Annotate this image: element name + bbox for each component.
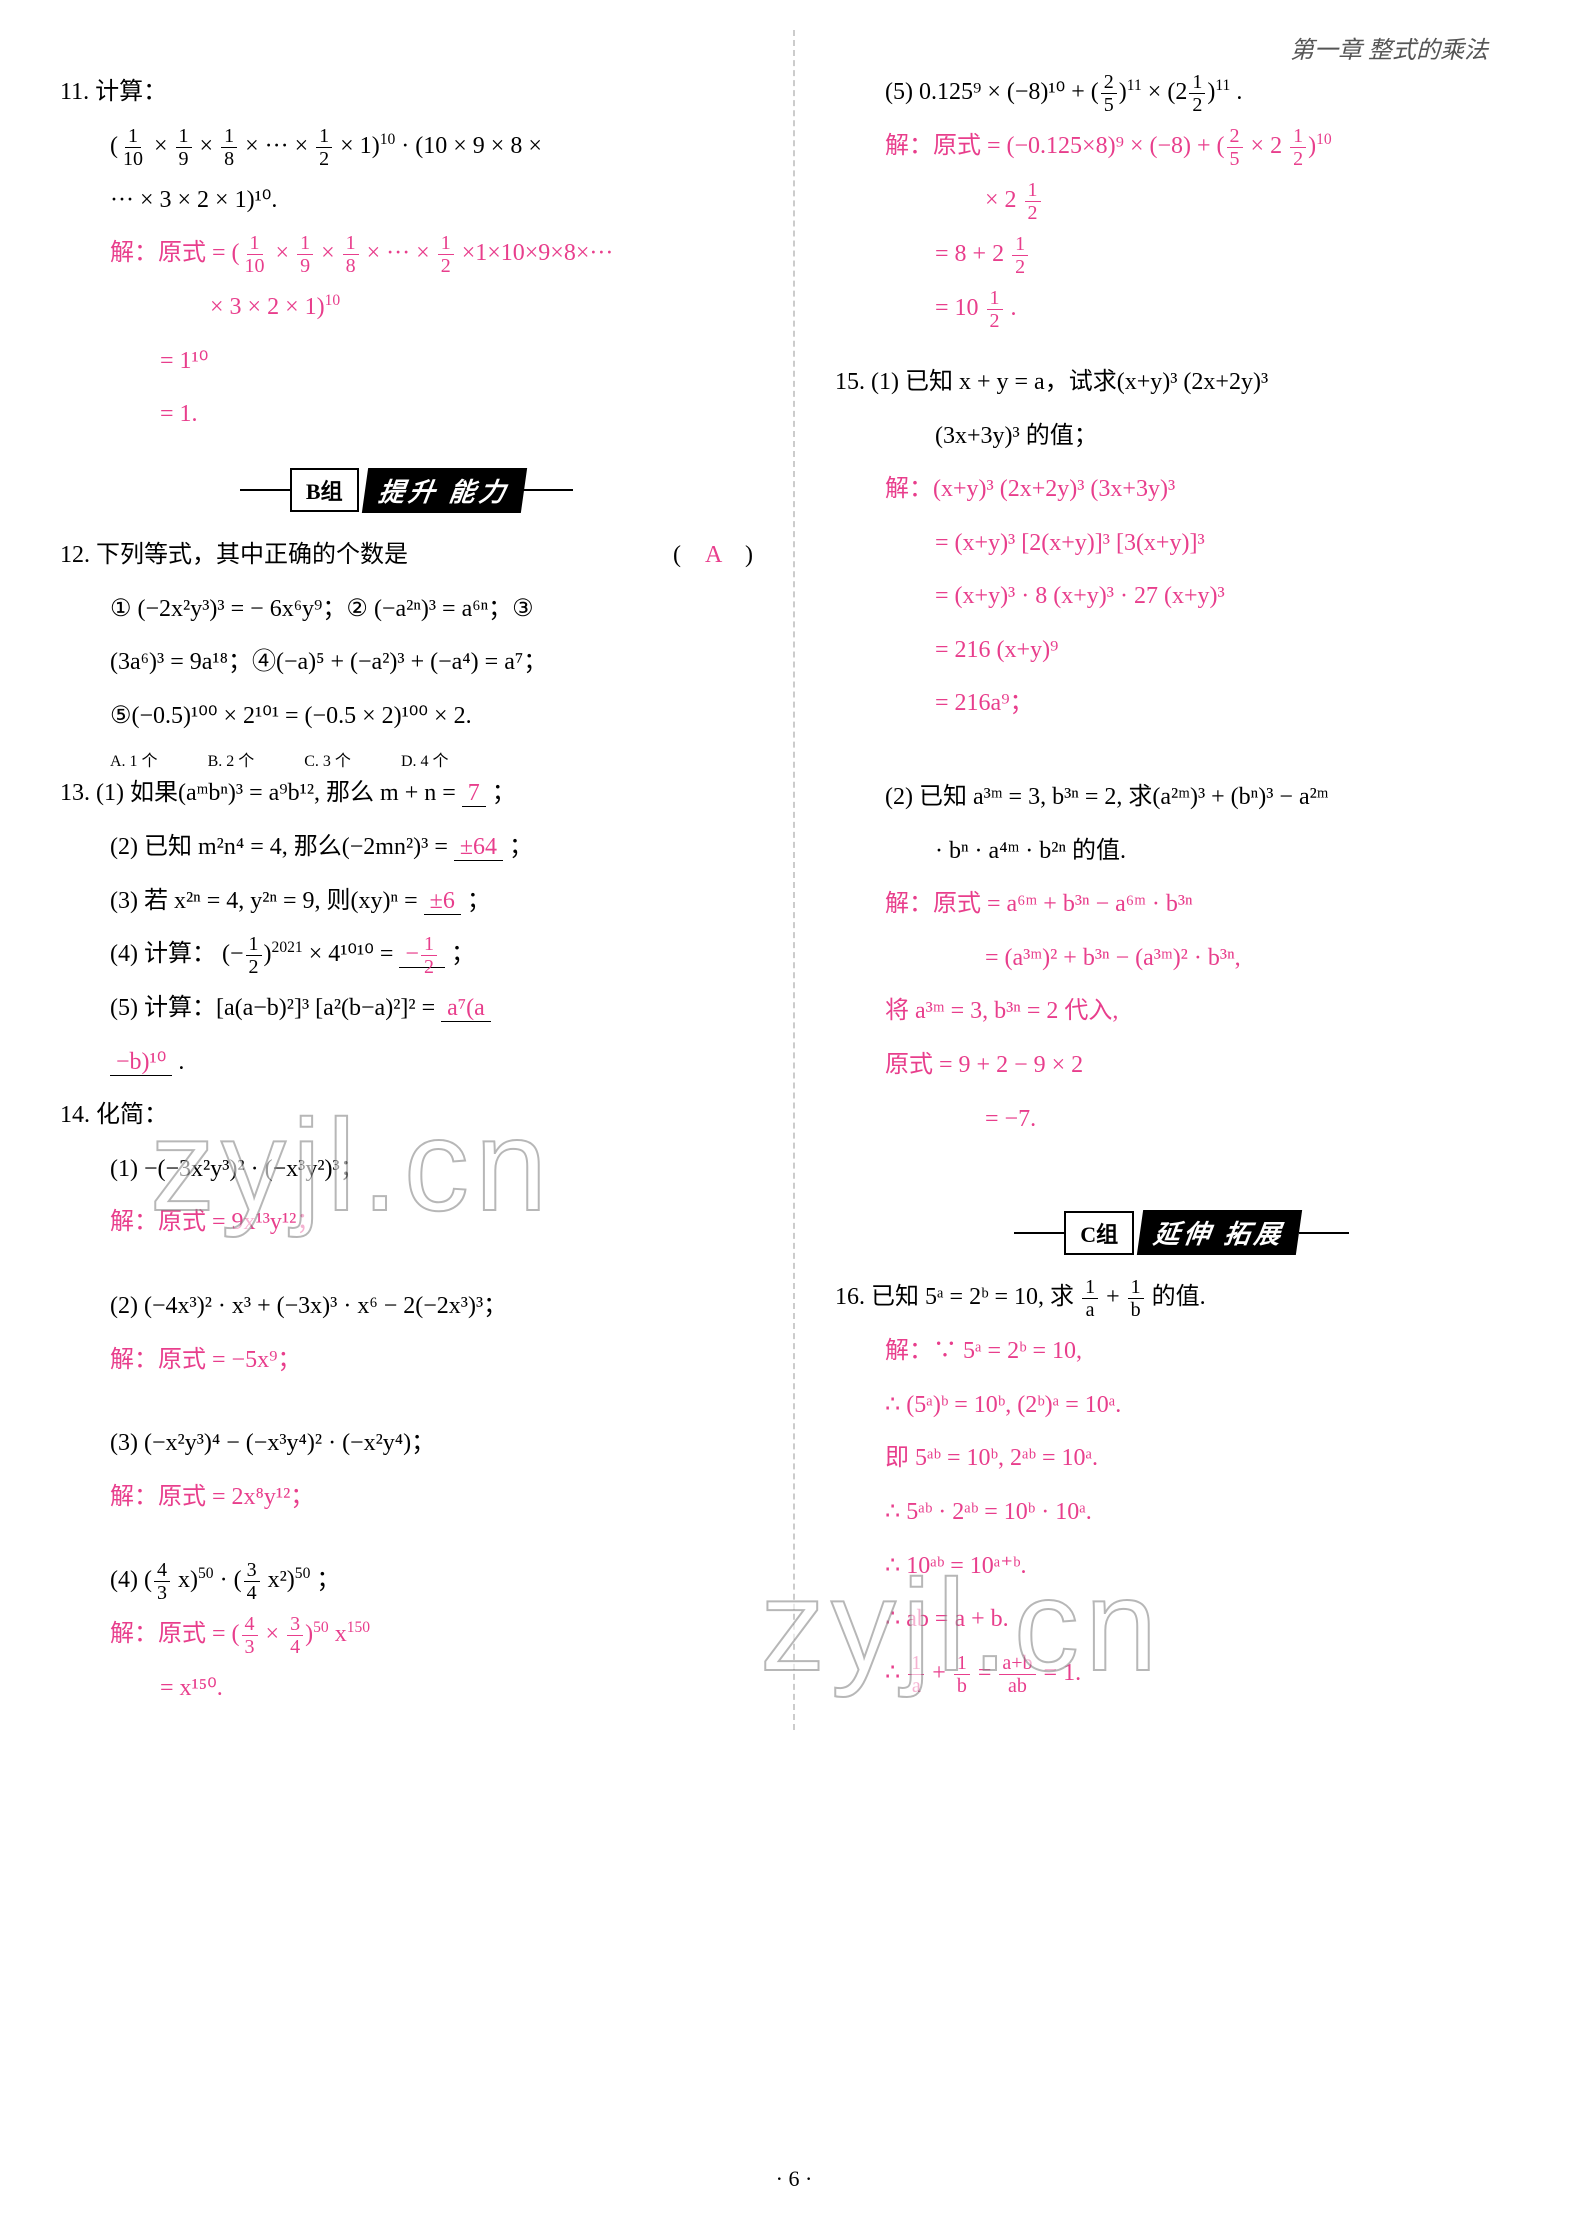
q13-p5b: −b)¹⁰ . [60, 1040, 753, 1086]
q11-num: 11. 计算： [60, 70, 753, 116]
q15-s10: = −7. [835, 1097, 1528, 1143]
q15-s9: 原式 = 9 + 2 − 9 × 2 [835, 1043, 1528, 1089]
q15-s7: = (a³ᵐ)² + b³ⁿ − (a³ᵐ)² · b³ⁿ, [835, 936, 1528, 982]
q13-p3: (3) 若 x²ⁿ = 4, y²ⁿ = 9, 则(xy)ⁿ = ±6 ； [60, 879, 753, 925]
choice-c: C. 3 个 [304, 747, 351, 771]
q14-s5-2: × 2 12 [835, 178, 1528, 224]
q15-p2: (2) 已知 a³ᵐ = 3, b³ⁿ = 2, 求(a²ᵐ)³ + (bⁿ)³… [835, 775, 1528, 821]
q13-p1: 13. (1) 如果(aᵐbⁿ)³ = a⁹b¹², 那么 m + n = 7 … [60, 771, 753, 817]
page-number: · 6 · [776, 2166, 813, 2192]
q14-p3: (3) (−x²y³)⁴ − (−x³y⁴)² · (−x²y⁴)； [60, 1421, 753, 1467]
q14-s5-3: = 8 + 2 12 [835, 232, 1528, 278]
q11-sol2: × 3 × 2 × 1)10 [60, 285, 753, 331]
q14-s1: 解：原式 = 9x¹³y¹²； [60, 1200, 753, 1246]
column-divider [793, 30, 795, 1730]
q11-expr2: ··· × 3 × 2 × 1)¹⁰. [60, 178, 753, 224]
q14-p5: (5) 0.125⁹ × (−8)¹⁰ + (25)11 × (212)11 . [835, 70, 1528, 116]
q16-s2: ∴ (5ᵃ)ᵇ = 10ᵇ, (2ᵇ)ᵃ = 10ᵃ. [835, 1383, 1528, 1429]
q12-l2: (3a⁶)³ = 9a¹⁸；④(−a)⁵ + (−a²)³ + (−a⁴) = … [60, 640, 753, 686]
q15-p1: 15. (1) 已知 x + y = a，试求(x+y)³ (2x+2y)³ [835, 360, 1528, 406]
q11-sol1: 解：原式 = (110 × 19 × 18 × ··· × 12 ×1×10×9… [60, 231, 753, 277]
q14-s4a: 解：原式 = (43 × 34)50 x150 [60, 1612, 753, 1658]
q13-p2: (2) 已知 m²n⁴ = 4, 那么(−2mn²)³ = ±64 ； [60, 825, 753, 871]
q16-title: 16. 已知 5ᵃ = 2ᵇ = 10, 求 1a + 1b 的值. [835, 1275, 1528, 1321]
q12-l1: ① (−2x²y³)³ = − 6x⁶y⁹；② (−a²ⁿ)³ = a⁶ⁿ；③ [60, 587, 753, 633]
right-column: (5) 0.125⁹ × (−8)¹⁰ + (25)11 × (212)11 .… [825, 30, 1538, 1730]
q11-sol4: = 1. [60, 392, 753, 438]
q15-s5: = 216a⁹； [835, 681, 1528, 727]
q14-p1: (1) −(−3x²y³)² · (−x³y²)³； [60, 1147, 753, 1193]
q16-s5: ∴ 10ᵃᵇ = 10ᵃ⁺ᵇ. [835, 1544, 1528, 1590]
q11-sol3: = 1¹⁰ [60, 339, 753, 385]
q15-p2b: · bⁿ · a⁴ᵐ · b²ⁿ 的值. [835, 829, 1528, 875]
q14-s2: 解：原式 = −5x⁹； [60, 1338, 753, 1384]
page-content: 11. 计算： (110 × 19 × 18 × ··· × 12 × 1)10… [0, 0, 1588, 1780]
q15-s2: = (x+y)³ [2(x+y)]³ [3(x+y)]³ [835, 521, 1528, 567]
section-c-header: C组 延伸 拓展 [835, 1210, 1528, 1255]
q16-s7: ∴ 1a + 1b = a+bab = 1. [835, 1651, 1528, 1697]
q15-s1: 解：(x+y)³ (2x+2y)³ (3x+3y)³ [835, 467, 1528, 513]
left-column: 11. 计算： (110 × 19 × 18 × ··· × 12 × 1)10… [50, 30, 763, 1730]
q12-choices: A. 1 个 B. 2 个 C. 3 个 D. 4 个 [60, 747, 753, 771]
q14-s5-4: = 10 12 . [835, 286, 1528, 332]
choice-a: A. 1 个 [110, 747, 158, 771]
q14-title: 14. 化简： [60, 1093, 753, 1139]
section-b-badge: B组 [290, 468, 359, 512]
choice-d: D. 4 个 [401, 747, 449, 771]
q11-expr1: (110 × 19 × 18 × ··· × 12 × 1)10 · (10 ×… [60, 124, 753, 170]
q15-s4: = 216 (x+y)⁹ [835, 628, 1528, 674]
choice-b: B. 2 个 [208, 747, 255, 771]
q15-s8: 将 a³ᵐ = 3, b³ⁿ = 2 代入, [835, 989, 1528, 1035]
section-c-badge: C组 [1064, 1211, 1134, 1255]
q14-p4: (4) (43 x)50 · (34 x²)50 ； [60, 1558, 753, 1604]
q16-s1: 解：∵ 5ᵃ = 2ᵇ = 10, [835, 1329, 1528, 1375]
q15-s3: = (x+y)³ · 8 (x+y)³ · 27 (x+y)³ [835, 574, 1528, 620]
q16-s6: ∴ ab = a + b. [835, 1597, 1528, 1643]
section-b-title: 提升 能力 [361, 468, 526, 513]
q12-l3: ⑤(−0.5)¹⁰⁰ × 2¹⁰¹ = (−0.5 × 2)¹⁰⁰ × 2. [60, 694, 753, 740]
q16-s4: ∴ 5ᵃᵇ · 2ᵃᵇ = 10ᵇ · 10ᵃ. [835, 1490, 1528, 1536]
q14-p2: (2) (−4x³)² · x³ + (−3x)³ · x⁶ − 2(−2x³)… [60, 1284, 753, 1330]
section-c-title: 延伸 拓展 [1137, 1210, 1302, 1255]
q13-p4: (4) 计算： (−12)2021 × 4¹⁰¹⁰ = −12 ； [60, 932, 753, 978]
q14-s3: 解：原式 = 2x⁸y¹²； [60, 1475, 753, 1521]
q14-s5-1: 解：原式 = (−0.125×8)⁹ × (−8) + (25 × 2 12)1… [835, 124, 1528, 170]
q13-p5: (5) 计算：[a(a−b)²]³ [a²(b−a)²]² = a⁷(a [60, 986, 753, 1032]
q15-s6: 解：原式 = a⁶ᵐ + b³ⁿ − a⁶ᵐ · b³ⁿ [835, 882, 1528, 928]
section-b-header: B组 提升 能力 [60, 468, 753, 513]
q15-p1b: (3x+3y)³ 的值； [835, 414, 1528, 460]
q16-s3: 即 5ᵃᵇ = 10ᵇ, 2ᵃᵇ = 10ᵃ. [835, 1436, 1528, 1482]
q14-s4b: = x¹⁵⁰. [60, 1666, 753, 1712]
q12-title: 12. 下列等式，其中正确的个数是 ( A ) [60, 533, 753, 579]
